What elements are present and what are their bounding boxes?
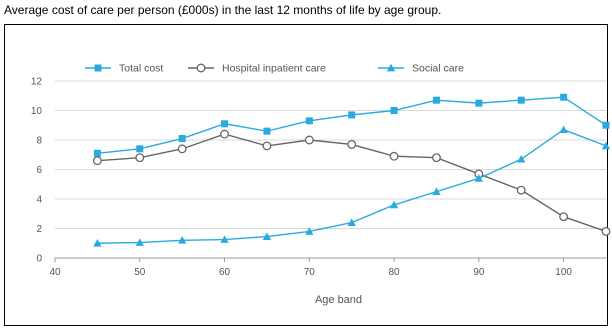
data-point-social-care-50	[135, 238, 144, 246]
legend-item-social-care: Social care	[378, 63, 464, 75]
chart-frame	[4, 24, 608, 326]
data-point-social-care-60	[220, 235, 229, 243]
x-tick-label-80: 80	[389, 267, 401, 278]
data-point-social-care-80	[389, 200, 399, 209]
data-point-social-care-70	[305, 227, 314, 235]
axes: 0 2 4 6 8 10 12 40 50 60 70 80 90 100	[31, 77, 606, 278]
data-point-hospital-inpatient-care-80	[389, 151, 399, 161]
data-point-social-care-75	[347, 218, 356, 226]
data-point-hospital-inpatient-care-60	[220, 129, 229, 139]
y-tick-label-6: 6	[36, 165, 42, 176]
data-point-total-cost-50	[136, 145, 144, 153]
data-point-total-cost-65	[263, 127, 271, 135]
y-tick-label-4: 4	[36, 195, 42, 206]
legend: Total cost Hospital inpatient care Social …	[85, 63, 464, 75]
data-point-social-care-90	[474, 174, 484, 182]
y-tick-label-12: 12	[31, 77, 43, 88]
data-point-total-cost-60	[221, 120, 229, 128]
data-point-total-cost-70	[305, 117, 313, 125]
legend-item-total-cost: Total cost	[85, 63, 163, 75]
data-point-social-care-100	[559, 125, 568, 134]
grid-lines	[55, 80, 606, 229]
data-point-hospital-inpatient-care-55	[177, 144, 187, 154]
series-hospital-inpatient-care	[92, 129, 611, 236]
data-point-hospital-inpatient-care-75	[347, 139, 357, 149]
data-point-hospital-inpatient-care-70	[304, 135, 314, 145]
data-point-social-care-105	[601, 141, 611, 150]
x-tick-label-70: 70	[304, 267, 316, 278]
data-point-total-cost-55	[178, 135, 186, 143]
data-point-hospital-inpatient-care-95	[516, 185, 526, 195]
legend-label-total-cost: Total cost	[119, 63, 163, 75]
y-tick-label-2: 2	[36, 224, 42, 235]
data-point-total-cost-75	[348, 111, 356, 119]
data-point-hospital-inpatient-care-100	[559, 212, 569, 222]
x-tick-label-100: 100	[555, 267, 572, 278]
data-point-hospital-inpatient-care-45	[92, 156, 102, 166]
data-point-hospital-inpatient-care-85	[432, 153, 441, 163]
series-social-care	[93, 125, 611, 247]
x-axis-label: Age band	[315, 294, 362, 306]
x-tick-label-60: 60	[219, 267, 231, 278]
data-point-social-care-55	[177, 236, 187, 244]
x-tick-label-90: 90	[473, 267, 485, 278]
data-point-total-cost-105	[602, 121, 610, 129]
data-point-social-care-95	[517, 154, 526, 163]
data-point-total-cost-85	[432, 96, 440, 104]
legend-marker-hospital-inpatient-care	[196, 63, 206, 73]
y-tick-label-0: 0	[36, 254, 42, 265]
data-point-total-cost-80	[390, 107, 398, 114]
legend-item-hospital-inpatient-care: Hospital inpatient care	[188, 63, 326, 75]
legend-marker-social-care	[386, 63, 396, 72]
data-point-hospital-inpatient-care-105	[601, 226, 611, 236]
data-point-hospital-inpatient-care-65	[262, 141, 272, 151]
data-point-total-cost-100	[560, 93, 568, 101]
x-tick-label-50: 50	[134, 267, 146, 278]
y-tick-label-10: 10	[31, 106, 43, 117]
series-total-cost	[93, 93, 610, 157]
data-point-hospital-inpatient-care-50	[135, 153, 145, 163]
data-point-social-care-65	[262, 232, 272, 240]
data-point-total-cost-45	[93, 149, 101, 157]
legend-marker-total-cost	[94, 64, 102, 72]
y-tick-label-8: 8	[36, 136, 42, 147]
x-tick-label-40: 40	[49, 267, 61, 278]
data-point-social-care-45	[93, 239, 102, 247]
chart-caption: Average cost of care per person (£000s) …	[4, 3, 442, 17]
legend-label-hospital-inpatient-care: Hospital inpatient care	[222, 63, 326, 75]
data-point-social-care-85	[432, 187, 441, 195]
series-group	[92, 93, 611, 247]
legend-label-social-care: Social care	[412, 63, 464, 75]
data-point-total-cost-90	[475, 99, 483, 107]
data-point-total-cost-95	[517, 96, 525, 104]
